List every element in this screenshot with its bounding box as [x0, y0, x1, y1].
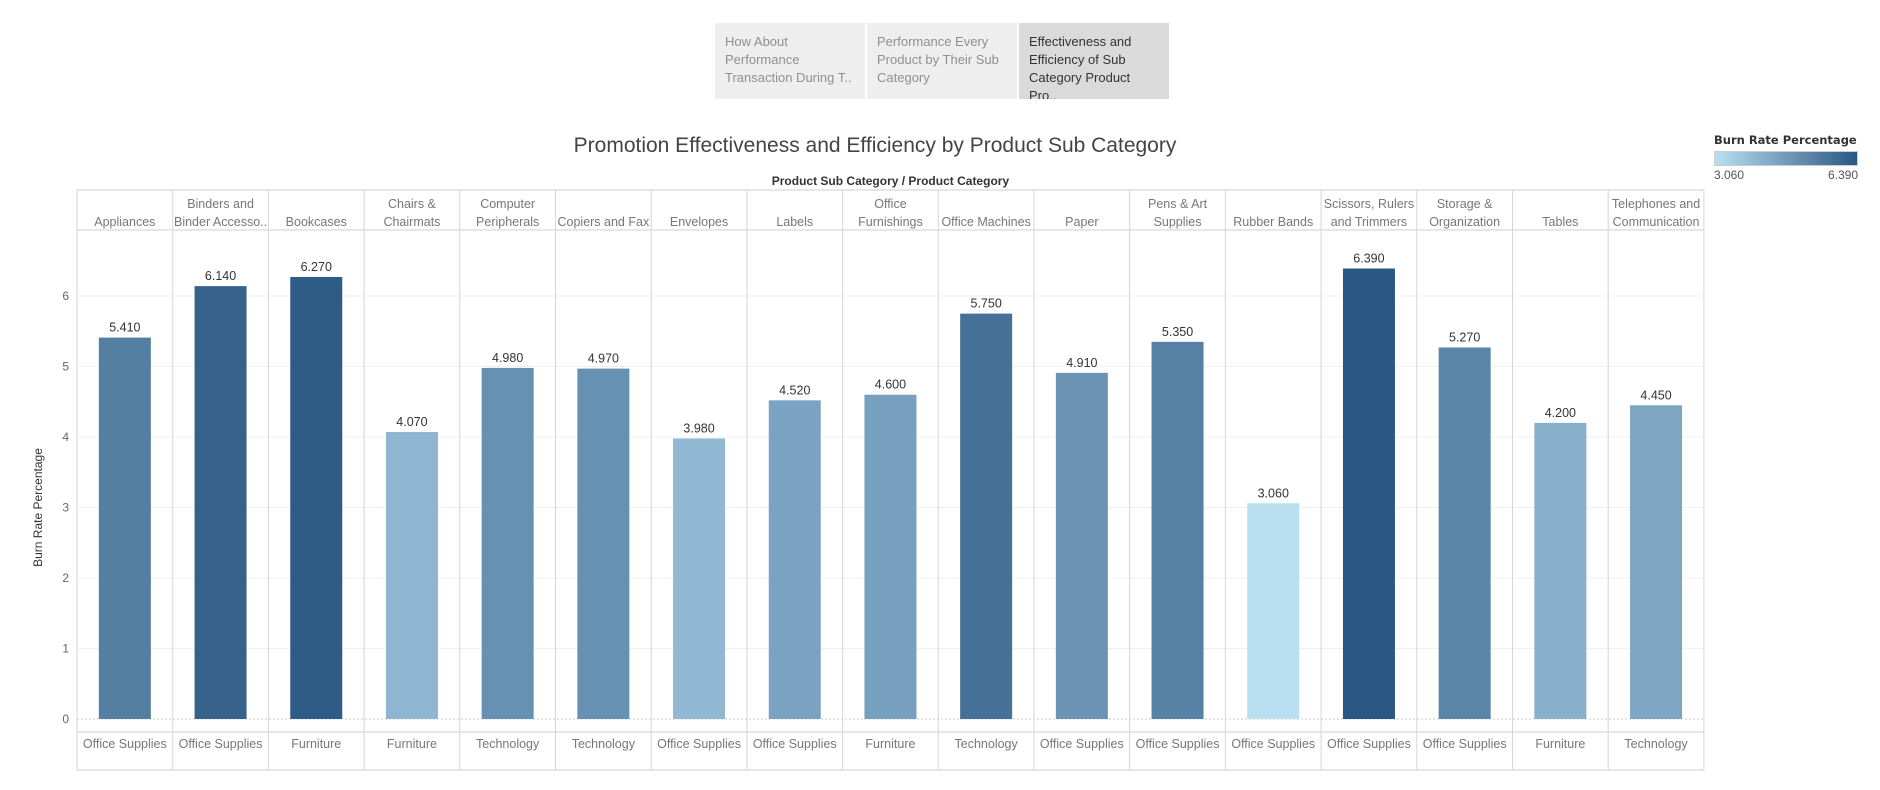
- sub-category-label: Telephones and: [1612, 197, 1700, 211]
- y-tick-label: 2: [62, 571, 69, 585]
- sub-category-label: Office Machines: [941, 215, 1030, 229]
- bar-value-label: 3.060: [1258, 486, 1289, 500]
- y-tick-label: 4: [62, 430, 69, 444]
- bar: [1630, 405, 1683, 719]
- product-category-label: Furniture: [865, 737, 915, 751]
- legend-title: Burn Rate Percentage: [1714, 133, 1857, 147]
- bar-value-label: 5.350: [1162, 325, 1193, 339]
- bar-value-label: 5.750: [971, 297, 1002, 311]
- sub-category-label: Chairmats: [383, 215, 440, 229]
- sub-category-label: Envelopes: [670, 215, 728, 229]
- bar-value-label: 4.970: [588, 352, 619, 366]
- sub-category-label: Furnishings: [858, 215, 923, 229]
- y-tick-label: 3: [62, 501, 69, 515]
- sub-category-label: Binders and: [187, 197, 254, 211]
- product-category-label: Technology: [1624, 737, 1688, 751]
- bar: [98, 337, 151, 719]
- sub-category-label: Office: [874, 197, 906, 211]
- y-tick-label: 6: [62, 289, 69, 303]
- sub-category-label: Computer: [480, 197, 535, 211]
- color-legend: Burn Rate Percentage 3.060 6.390: [1714, 133, 1864, 182]
- sub-category-label: Communication: [1613, 215, 1700, 229]
- bar-value-label: 5.270: [1449, 330, 1480, 344]
- product-category-label: Office Supplies: [179, 737, 263, 751]
- product-category-label: Furniture: [1535, 737, 1585, 751]
- product-category-label: Office Supplies: [1231, 737, 1315, 751]
- bar-value-label: 5.410: [109, 321, 140, 335]
- sub-category-label: Organization: [1429, 215, 1500, 229]
- bar-value-label: 4.450: [1640, 388, 1671, 402]
- bar: [1055, 372, 1108, 719]
- bar: [194, 286, 247, 719]
- legend-gradient: [1714, 151, 1858, 166]
- sub-category-label: Chairs &: [388, 197, 437, 211]
- bar-value-label: 6.390: [1353, 252, 1384, 266]
- bar-value-label: 6.140: [205, 269, 236, 283]
- sub-category-label: Supplies: [1154, 215, 1202, 229]
- product-category-label: Office Supplies: [1423, 737, 1507, 751]
- tab-transaction-performance[interactable]: How About Performance Transaction During…: [715, 23, 865, 99]
- sub-category-label: Scissors, Rulers: [1324, 197, 1414, 211]
- product-category-label: Office Supplies: [657, 737, 741, 751]
- bar: [577, 368, 630, 719]
- sub-category-label: Bookcases: [286, 215, 347, 229]
- bar: [290, 276, 343, 719]
- bar-value-label: 4.070: [396, 415, 427, 429]
- product-category-label: Technology: [572, 737, 636, 751]
- sub-category-label: Binder Accesso..: [174, 215, 267, 229]
- bar: [673, 438, 726, 719]
- product-category-label: Office Supplies: [753, 737, 837, 751]
- product-category-label: Technology: [476, 737, 540, 751]
- y-axis-title: Burn Rate Percentage: [31, 448, 45, 567]
- tab-effectiveness-efficiency[interactable]: Effectiveness and Efficiency of Sub Cate…: [1019, 23, 1169, 99]
- product-category-label: Technology: [955, 737, 1019, 751]
- sub-category-label: Rubber Bands: [1233, 215, 1313, 229]
- tab-product-performance[interactable]: Performance Every Product by Their Sub C…: [867, 23, 1017, 99]
- sub-category-label: Pens & Art: [1148, 197, 1208, 211]
- sub-category-label: Paper: [1065, 215, 1098, 229]
- column-header-title: Product Sub Category / Product Category: [772, 174, 1010, 188]
- sub-category-label: Peripherals: [476, 215, 539, 229]
- product-category-label: Office Supplies: [1327, 737, 1411, 751]
- bar: [1151, 341, 1204, 719]
- bar: [1247, 503, 1300, 719]
- sub-category-label: and Trimmers: [1331, 215, 1407, 229]
- product-category-label: Furniture: [291, 737, 341, 751]
- bar: [960, 313, 1013, 719]
- bar: [1534, 422, 1587, 719]
- bar: [481, 367, 534, 719]
- bar-value-label: 4.910: [1066, 356, 1097, 370]
- bar-value-label: 4.520: [779, 383, 810, 397]
- sub-category-label: Appliances: [94, 215, 155, 229]
- product-category-label: Furniture: [387, 737, 437, 751]
- y-tick-label: 1: [62, 642, 69, 656]
- sub-category-label: Storage &: [1437, 197, 1493, 211]
- sub-category-label: Copiers and Fax: [557, 215, 649, 229]
- bar: [1438, 347, 1491, 719]
- chart-title: Promotion Effectiveness and Efficiency b…: [573, 134, 1177, 157]
- bar-value-label: 4.600: [875, 378, 906, 392]
- bar-value-label: 4.980: [492, 351, 523, 365]
- product-category-label: Office Supplies: [83, 737, 167, 751]
- bar: [1342, 268, 1395, 719]
- bar-value-label: 3.980: [683, 421, 714, 435]
- bar-value-label: 6.270: [301, 260, 332, 274]
- bar: [864, 394, 917, 719]
- bar: [768, 400, 821, 719]
- sub-category-label: Labels: [776, 215, 813, 229]
- y-tick-label: 0: [62, 712, 69, 726]
- legend-max-label: 6.390: [1827, 168, 1858, 182]
- product-category-label: Office Supplies: [1040, 737, 1124, 751]
- bar-value-label: 4.200: [1545, 406, 1576, 420]
- product-category-label: Office Supplies: [1136, 737, 1220, 751]
- legend-min-label: 3.060: [1714, 168, 1745, 182]
- sub-category-label: Tables: [1542, 215, 1578, 229]
- dashboard-tabs: How About Performance Transaction During…: [715, 23, 1169, 99]
- y-tick-label: 5: [62, 360, 69, 374]
- bar: [385, 432, 438, 719]
